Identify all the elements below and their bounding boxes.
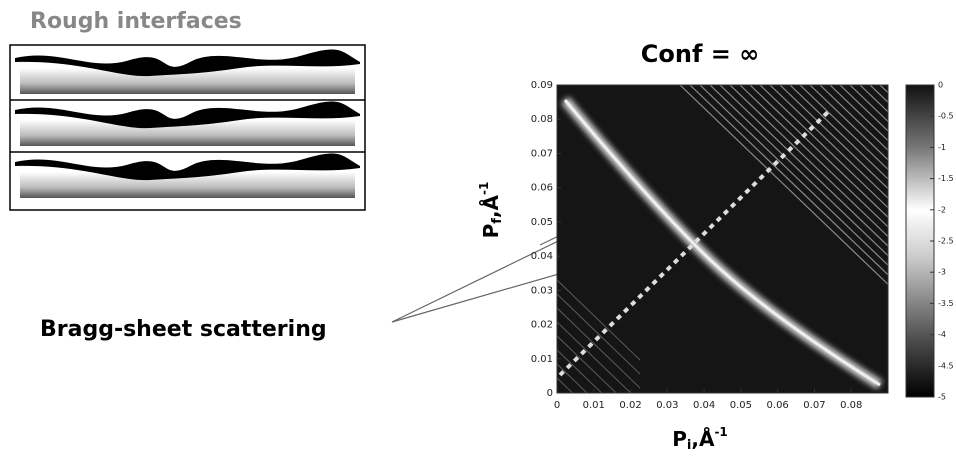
label-part: -1 <box>714 425 727 439</box>
y-tick-label: 0.07 <box>531 148 553 159</box>
colorbar-tick-label: -3.5 <box>938 299 954 308</box>
colorbar-tick-label: -2 <box>938 205 946 214</box>
y-tick-label: 0.05 <box>531 217 553 228</box>
y-tick-label: 0.09 <box>531 80 553 91</box>
colorbar <box>906 85 934 397</box>
label-part: -1 <box>477 182 491 195</box>
colorbar-tick-label: -0.5 <box>938 112 954 121</box>
y-tick-label: 0 <box>547 388 553 399</box>
label-part: ,Å <box>691 427 715 451</box>
x-tick-label: 0.08 <box>840 400 862 411</box>
label-part: P <box>672 427 687 451</box>
colorbar-tick-label: -4 <box>938 330 946 339</box>
x-tick-label: 0.06 <box>767 400 789 411</box>
x-axis-label: Pi,Å-1 <box>672 425 728 453</box>
colorbar-tick-label: -4.5 <box>938 361 954 370</box>
y-tick-label: 0.08 <box>531 114 553 125</box>
x-tick-label: 0 <box>554 400 560 411</box>
colorbar-tick-label: -3 <box>938 268 946 277</box>
colorbar-tick-label: -1.5 <box>938 174 954 183</box>
label-part: P <box>479 224 503 239</box>
schematic <box>10 45 365 210</box>
y-tick-label: 0.04 <box>531 251 553 262</box>
y-tick-label: 0.01 <box>531 354 553 365</box>
figure: Rough interfaces Bragg-sheet scattering … <box>0 0 956 461</box>
y-tick-label: 0.02 <box>531 320 553 331</box>
heatmap <box>557 85 956 458</box>
x-tick-label: 0.05 <box>730 400 752 411</box>
annotation: Bragg-sheet scattering <box>40 317 327 342</box>
schematic-title: Rough interfaces <box>30 9 242 34</box>
chart-title: Conf = ∞ <box>641 40 759 68</box>
x-tick-label: 0.03 <box>656 400 678 411</box>
colorbar-tick-label: -5 <box>938 393 946 402</box>
label-part: ,Å <box>479 194 503 218</box>
y-tick-label: 0.06 <box>531 183 553 194</box>
colorbar-tick-label: -1 <box>938 143 946 152</box>
colorbar-tick-label: -2.5 <box>938 237 954 246</box>
x-tick-label: 0.02 <box>619 400 641 411</box>
y-axis-label: Pf,Å-1 <box>477 182 505 239</box>
x-tick-label: 0.04 <box>693 400 715 411</box>
x-tick-label: 0.07 <box>803 400 825 411</box>
colorbar-tick-label: 0 <box>938 81 943 90</box>
x-tick-label: 0.01 <box>583 400 605 411</box>
y-tick-label: 0.03 <box>531 285 553 296</box>
